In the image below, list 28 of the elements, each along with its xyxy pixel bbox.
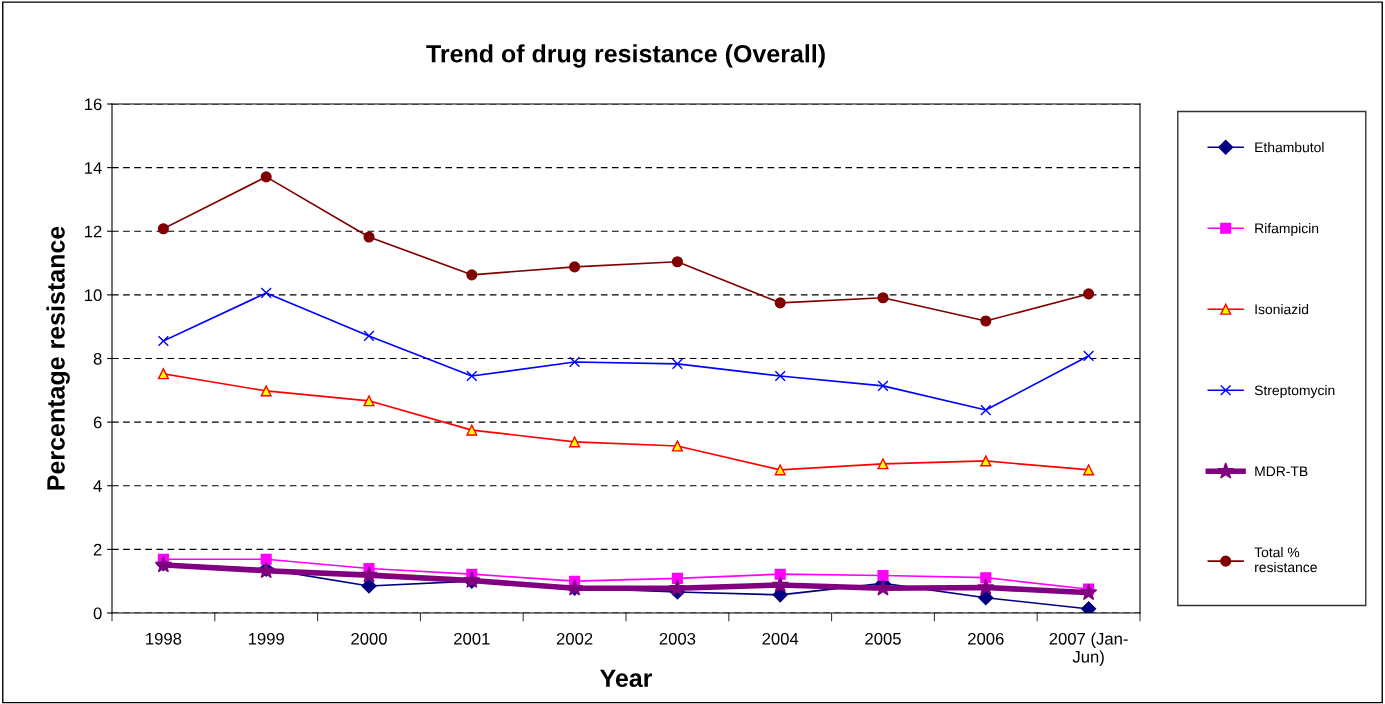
x-tick-label: 2004 bbox=[762, 632, 799, 645]
x-tick-label: 2001 bbox=[454, 632, 490, 645]
y-tick-label: 8 bbox=[93, 352, 102, 365]
y-tick-label: 2 bbox=[93, 543, 102, 556]
x-tick-label: 1999 bbox=[248, 632, 284, 645]
y-tick-label: 6 bbox=[93, 416, 102, 429]
x-tick-label: 1998 bbox=[146, 632, 182, 645]
y-tick-label: 12 bbox=[85, 225, 102, 238]
y-tick-label: 10 bbox=[85, 289, 102, 302]
x-tick-label: 2003 bbox=[659, 632, 696, 645]
legend-label: Streptomycin bbox=[1254, 385, 1335, 398]
legend-label: Isoniazid bbox=[1255, 304, 1309, 315]
y-tick-label: 16 bbox=[85, 98, 102, 111]
x-tick-label: 2005 bbox=[865, 632, 901, 645]
y-tick-label: 0 bbox=[93, 607, 102, 620]
y-axis-title: Percentage resistance bbox=[46, 226, 70, 490]
x-tick-label: 2002 bbox=[556, 632, 593, 645]
legend-label: Total % resistance bbox=[1254, 547, 1317, 573]
x-tick-label: 2000 bbox=[351, 632, 387, 645]
chart-title: Trend of drug resistance (Overall) bbox=[426, 44, 825, 68]
legend-label: MDR-TB bbox=[1255, 466, 1308, 477]
legend-label: Rifampicin bbox=[1255, 223, 1319, 236]
x-axis-title: Year bbox=[600, 669, 653, 688]
x-tick-label: 2006 bbox=[968, 632, 1004, 645]
legend-label: Ethambutol bbox=[1255, 142, 1324, 153]
y-tick-label: 14 bbox=[85, 162, 102, 174]
x-tick-label: 2007 (Jan- Jun) bbox=[1049, 632, 1128, 666]
y-tick-label: 4 bbox=[93, 480, 102, 492]
